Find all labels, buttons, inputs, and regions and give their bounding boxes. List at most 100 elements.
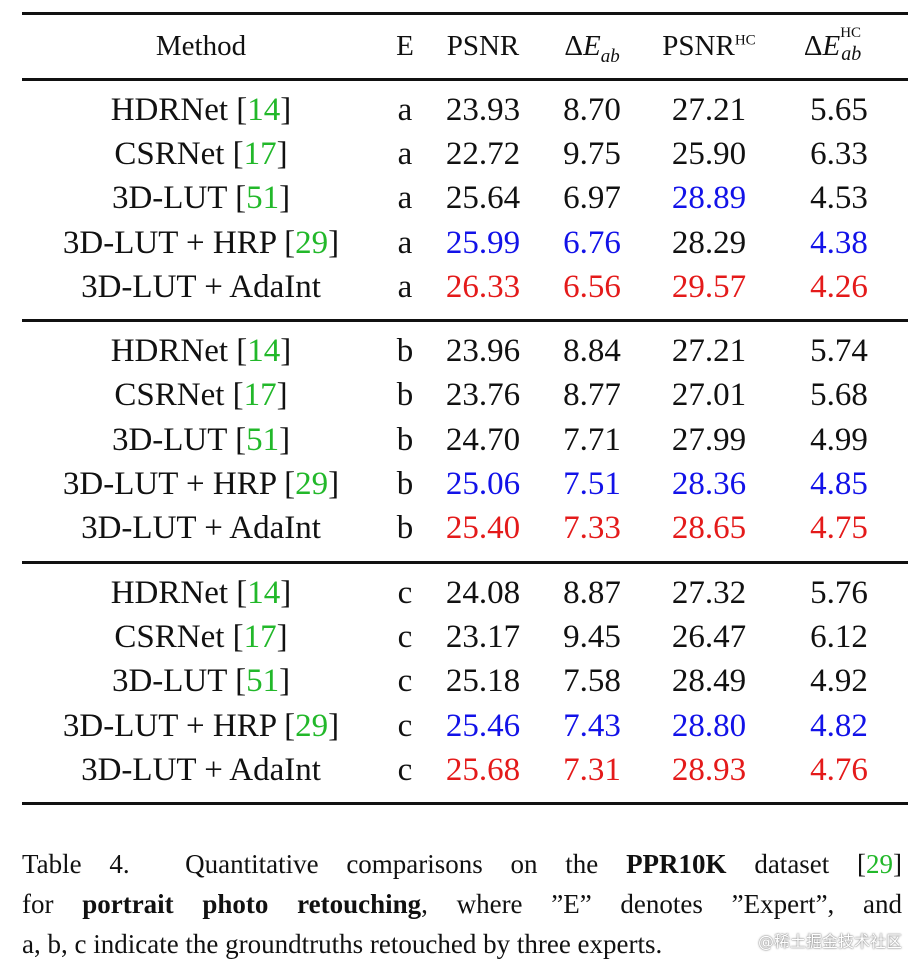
row-group: HDRNet [14] b 23.96 8.84 27.21 5.74 CSRNet [17… bbox=[22, 322, 908, 564]
citation-link[interactable]: 17 bbox=[243, 135, 277, 172]
psnr-cell: 23.93 bbox=[445, 91, 521, 128]
table-row: 3D-LUT [51] c 25.18 7.58 28.49 4.92 bbox=[22, 660, 908, 704]
delta-e-hc-cell: 4.38 bbox=[810, 224, 868, 261]
method-cell: 3D-LUT [51] bbox=[111, 180, 291, 217]
delta-e-hc-cell: 6.12 bbox=[810, 618, 868, 655]
group-spacer bbox=[22, 81, 908, 88]
table-row: CSRNet [17] a 22.72 9.75 25.90 6.33 bbox=[22, 132, 908, 176]
method-name: 3D-LUT + HRP bbox=[62, 707, 276, 744]
psnr-cell: 24.08 bbox=[445, 574, 521, 611]
citation-link[interactable]: 14 bbox=[247, 574, 281, 611]
method-name: CSRNet bbox=[114, 135, 225, 172]
psnr-hc-cell: 28.49 bbox=[671, 663, 747, 700]
delta-e-hc-cell: 4.82 bbox=[810, 707, 868, 744]
delta-e-hc-cell: 5.76 bbox=[810, 574, 868, 611]
psnr-hc-cell: 27.01 bbox=[671, 377, 747, 414]
psnr-cell: 25.46 bbox=[445, 707, 521, 744]
citation-link[interactable]: 14 bbox=[247, 91, 281, 128]
psnr-cell: 24.70 bbox=[445, 421, 521, 458]
delta-e-hc-cell: 4.75 bbox=[810, 510, 868, 547]
method-name: CSRNet bbox=[114, 618, 225, 655]
delta-e-hc-cell: 5.68 bbox=[810, 377, 868, 414]
psnr-cell: 25.68 bbox=[445, 751, 521, 788]
psnr-hc-cell: 25.90 bbox=[671, 135, 747, 172]
method-name: CSRNet bbox=[114, 377, 225, 414]
row-group: HDRNet [14] a 23.93 8.70 27.21 5.65 CSRNet [17… bbox=[22, 81, 908, 323]
citation-link[interactable]: 51 bbox=[246, 663, 280, 700]
group-spacer bbox=[22, 564, 908, 571]
group-rule bbox=[22, 560, 908, 564]
delta-e-cell: 7.58 bbox=[563, 663, 621, 700]
method-name: HDRNet bbox=[110, 91, 229, 128]
table-row: 3D-LUT + AdaInt c 25.68 7.31 28.93 4.76 bbox=[22, 748, 908, 792]
citation-link[interactable]: 14 bbox=[247, 333, 281, 370]
top-rule bbox=[22, 12, 908, 15]
psnr-cell: 23.17 bbox=[445, 618, 521, 655]
delta-e-cell: 7.33 bbox=[563, 510, 621, 547]
table-row: CSRNet [17] c 23.17 9.45 26.47 6.12 bbox=[22, 615, 908, 659]
citation-link[interactable]: 29 bbox=[295, 707, 329, 744]
table-caption: Table 4. Quantitative comparisons on the… bbox=[22, 849, 903, 959]
header-rule bbox=[22, 78, 908, 81]
psnr-hc-cell: 27.21 bbox=[671, 91, 747, 128]
psnr-cell: 23.76 bbox=[445, 377, 521, 414]
method-name: 3D-LUT + HRP bbox=[62, 466, 276, 503]
delta-e-cell: 7.43 bbox=[563, 707, 621, 744]
caption-citation[interactable]: 29 bbox=[866, 849, 894, 879]
expert-cell: c bbox=[397, 618, 413, 655]
psnr-cell: 26.33 bbox=[445, 268, 521, 305]
citation-link[interactable]: 29 bbox=[295, 466, 329, 503]
citation-link[interactable]: 29 bbox=[295, 224, 329, 261]
table-row: CSRNet [17] b 23.76 8.77 27.01 5.68 bbox=[22, 374, 908, 418]
psnr-hc-cell: 28.93 bbox=[671, 751, 747, 788]
row-group: HDRNet [14] c 24.08 8.87 27.32 5.76 CSRNet [17… bbox=[22, 564, 908, 806]
psnr-hc-cell: 28.29 bbox=[671, 224, 747, 261]
table-row: 3D-LUT + HRP [29] b 25.06 7.51 28.36 4.85 bbox=[22, 462, 908, 506]
expert-cell: a bbox=[397, 91, 413, 128]
expert-cell: c bbox=[397, 751, 413, 788]
table-row: 3D-LUT + HRP [29] a 25.99 6.76 28.29 4.38 bbox=[22, 221, 908, 265]
psnr-cell: 25.64 bbox=[445, 180, 521, 217]
method-name: 3D-LUT bbox=[111, 180, 227, 217]
table-row: 3D-LUT [51] b 24.70 7.71 27.99 4.99 bbox=[22, 418, 908, 462]
header-delta-e-hc: ΔE HC ab bbox=[803, 25, 862, 66]
header-expert: E bbox=[396, 30, 414, 62]
method-cell: 3D-LUT + HRP [29] bbox=[62, 224, 340, 261]
group-spacer bbox=[22, 792, 908, 802]
method-cell: 3D-LUT + HRP [29] bbox=[62, 466, 340, 503]
citation-link[interactable]: 17 bbox=[243, 377, 277, 414]
delta-e-hc-cell: 5.65 bbox=[810, 91, 868, 128]
citation-link[interactable]: 17 bbox=[243, 618, 277, 655]
group-spacer bbox=[22, 551, 908, 561]
psnr-hc-cell: 28.89 bbox=[671, 180, 747, 217]
expert-cell: c bbox=[397, 574, 413, 611]
table-body: HDRNet [14] a 23.93 8.70 27.21 5.65 CSRNet [17… bbox=[22, 81, 908, 806]
method-cell: 3D-LUT + HRP [29] bbox=[62, 707, 340, 744]
psnr-hc-cell: 28.36 bbox=[671, 466, 747, 503]
method-name: HDRNet bbox=[110, 333, 229, 370]
psnr-hc-cell: 28.80 bbox=[671, 707, 747, 744]
expert-cell: b bbox=[396, 377, 414, 414]
method-name: 3D-LUT + AdaInt bbox=[81, 751, 321, 788]
delta-e-hc-cell: 4.76 bbox=[810, 751, 868, 788]
delta-e-cell: 8.77 bbox=[563, 377, 621, 414]
method-cell: CSRNet [17] bbox=[114, 618, 288, 655]
psnr-hc-cell: 26.47 bbox=[671, 618, 747, 655]
results-table: Method E PSNR ΔEab PSNRHC ΔE HC ab HDRNet … bbox=[22, 12, 908, 806]
method-name: 3D-LUT + HRP bbox=[62, 224, 276, 261]
delta-e-hc-cell: 6.33 bbox=[810, 135, 868, 172]
expert-cell: b bbox=[396, 466, 414, 503]
group-spacer bbox=[22, 322, 908, 329]
table-row: HDRNet [14] a 23.93 8.70 27.21 5.65 bbox=[22, 88, 908, 132]
method-cell: CSRNet [17] bbox=[114, 135, 288, 172]
delta-e-cell: 6.97 bbox=[563, 180, 621, 217]
psnr-hc-cell: 27.32 bbox=[671, 574, 747, 611]
delta-e-cell: 9.45 bbox=[563, 618, 621, 655]
method-cell: CSRNet [17] bbox=[114, 377, 288, 414]
table-row: HDRNet [14] b 23.96 8.84 27.21 5.74 bbox=[22, 329, 908, 373]
psnr-hc-cell: 29.57 bbox=[671, 268, 747, 305]
citation-link[interactable]: 51 bbox=[246, 421, 280, 458]
delta-e-cell: 8.87 bbox=[563, 574, 621, 611]
header-method: Method bbox=[155, 30, 247, 62]
citation-link[interactable]: 51 bbox=[246, 180, 280, 217]
